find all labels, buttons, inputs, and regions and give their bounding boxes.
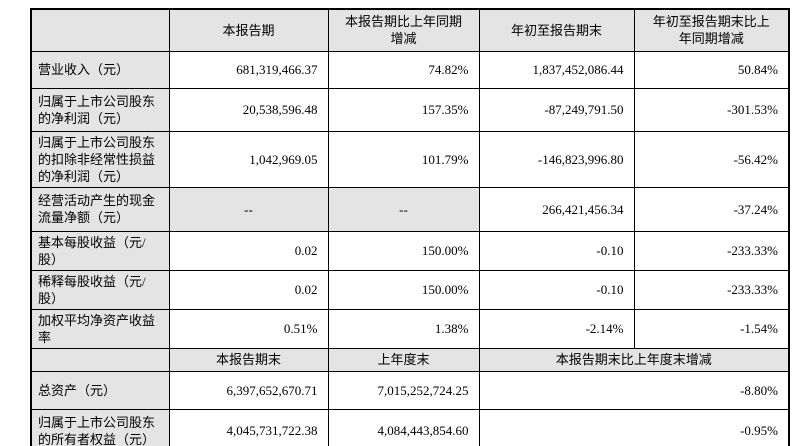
cell-value: 4,084,443,854.60 (327, 408, 480, 446)
cell-value: -301.53% (633, 87, 790, 132)
col-header-current-period: 本报告期 (168, 8, 329, 52)
col-header-yoy-change: 本报告期比上年同期 增减 (327, 8, 480, 52)
table-row-revenue: 营业收入（元） 681,319,466.37 74.82% 1,837,452,… (30, 50, 790, 89)
cell-value: 101.79% (327, 130, 480, 188)
row-label: 稀释每股收益（元/ 股） (30, 269, 170, 310)
table-row-weighted-avg-roe: 加权平均净资产收益 率 0.51% 1.38% -2.14% -1.54% (30, 308, 790, 349)
table-row-basic-eps: 基本每股收益（元/ 股） 0.02 150.00% -0.10 -233.33% (30, 230, 790, 271)
row-label: 营业收入（元） (30, 50, 170, 89)
table-row-net-profit: 归属于上市公司股东 的净利润（元） 20,538,596.48 157.35% … (30, 87, 790, 132)
cell-value: 50.84% (633, 50, 790, 89)
cell-value-na: -- (327, 186, 480, 232)
row-label: 归属于上市公司股东 的所有者权益（元） (30, 408, 170, 446)
col-header-period-end-change: 本报告期末比上年度末增减 (478, 347, 790, 372)
cell-value-na: -- (168, 186, 329, 232)
cell-value: 6,397,652,670.71 (168, 370, 329, 410)
table-row-diluted-eps: 稀释每股收益（元/ 股） 0.02 150.00% -0.10 -233.33% (30, 269, 790, 310)
period-end-header-row: 本报告期末 上年度末 本报告期末比上年度末增减 (30, 347, 790, 372)
table-row-shareholders-equity: 归属于上市公司股东 的所有者权益（元） 4,045,731,722.38 4,0… (30, 408, 790, 446)
table-row-total-assets: 总资产（元） 6,397,652,670.71 7,015,252,724.25… (30, 370, 790, 410)
cell-value: 0.51% (168, 308, 329, 349)
financial-summary-table: 本报告期 本报告期比上年同期 增减 年初至报告期末 年初至报告期末比上 年同期增… (30, 8, 790, 446)
cell-value: 0.02 (168, 230, 329, 271)
cell-value: 150.00% (327, 269, 480, 310)
cell-value: 266,421,456.34 (478, 186, 635, 232)
cell-value: 7,015,252,724.25 (327, 370, 480, 410)
cell-value: 1,837,452,086.44 (478, 50, 635, 89)
cell-value: -2.14% (478, 308, 635, 349)
col-header-period-end: 本报告期末 (168, 347, 329, 372)
cell-value: 20,538,596.48 (168, 87, 329, 132)
row-label: 总资产（元） (30, 370, 170, 410)
row-label: 归属于上市公司股东 的净利润（元） (30, 87, 170, 132)
row-label: 归属于上市公司股东 的扣除非经常性损益 的净利润（元） (30, 130, 170, 188)
table-row-operating-cash-flow: 经营活动产生的现金 流量净额（元） -- -- 266,421,456.34 -… (30, 186, 790, 232)
cell-value: -8.80% (478, 370, 790, 410)
row-label: 加权平均净资产收益 率 (30, 308, 170, 349)
cell-value: -146,823,996.80 (478, 130, 635, 188)
period-header-row: 本报告期 本报告期比上年同期 增减 年初至报告期末 年初至报告期末比上 年同期增… (30, 8, 790, 52)
cell-value: -233.33% (633, 269, 790, 310)
col-header-ytd: 年初至报告期末 (478, 8, 635, 52)
cell-value: 74.82% (327, 50, 480, 89)
cell-value: -56.42% (633, 130, 790, 188)
table-row-net-profit-excl-nonrecurring: 归属于上市公司股东 的扣除非经常性损益 的净利润（元） 1,042,969.05… (30, 130, 790, 188)
row-label: 经营活动产生的现金 流量净额（元） (30, 186, 170, 232)
cell-value: 0.02 (168, 269, 329, 310)
cell-value: -0.95% (478, 408, 790, 446)
cell-value: 150.00% (327, 230, 480, 271)
cell-value: -233.33% (633, 230, 790, 271)
cell-value: 1.38% (327, 308, 480, 349)
cell-value: 681,319,466.37 (168, 50, 329, 89)
col-header-prior-year-end: 上年度末 (327, 347, 480, 372)
cell-value: -37.24% (633, 186, 790, 232)
corner-cell (30, 347, 170, 372)
cell-value: 157.35% (327, 87, 480, 132)
cell-value: -1.54% (633, 308, 790, 349)
row-label: 基本每股收益（元/ 股） (30, 230, 170, 271)
col-header-ytd-yoy-change: 年初至报告期末比上 年同期增减 (633, 8, 790, 52)
cell-value: -87,249,791.50 (478, 87, 635, 132)
cell-value: -0.10 (478, 269, 635, 310)
cell-value: 4,045,731,722.38 (168, 408, 329, 446)
cell-value: -0.10 (478, 230, 635, 271)
cell-value: 1,042,969.05 (168, 130, 329, 188)
corner-cell (30, 8, 170, 52)
